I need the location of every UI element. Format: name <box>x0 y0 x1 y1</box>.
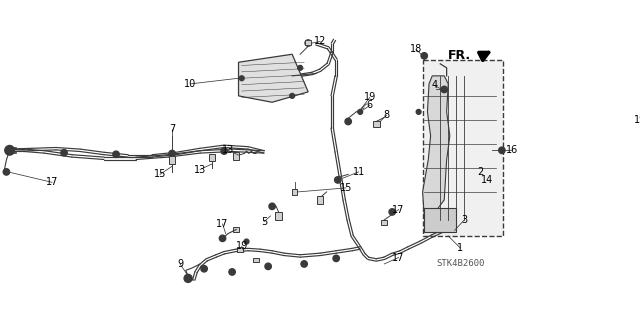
Circle shape <box>301 261 307 267</box>
Text: 6: 6 <box>367 100 373 110</box>
Text: 15: 15 <box>154 169 166 179</box>
Circle shape <box>389 209 396 215</box>
Polygon shape <box>424 208 456 232</box>
Text: 17: 17 <box>216 219 228 229</box>
Bar <box>372 121 380 127</box>
Text: 4: 4 <box>431 80 438 91</box>
Circle shape <box>239 76 244 81</box>
Circle shape <box>5 145 15 155</box>
Bar <box>170 156 175 164</box>
Circle shape <box>305 40 312 46</box>
Bar <box>305 40 312 45</box>
Text: 8: 8 <box>383 110 390 120</box>
Text: 17: 17 <box>392 204 405 214</box>
Text: 3: 3 <box>461 215 467 225</box>
Polygon shape <box>239 54 308 102</box>
Bar <box>292 189 298 195</box>
Circle shape <box>3 169 10 175</box>
Bar <box>234 152 239 160</box>
Circle shape <box>421 53 428 59</box>
Bar <box>233 227 239 232</box>
Text: 9: 9 <box>177 259 183 269</box>
Circle shape <box>358 109 363 114</box>
Bar <box>237 247 243 252</box>
Text: 15: 15 <box>340 183 352 193</box>
Circle shape <box>201 265 207 272</box>
Circle shape <box>416 109 421 114</box>
Bar <box>317 196 323 204</box>
Circle shape <box>221 148 227 154</box>
Text: 17: 17 <box>46 177 58 187</box>
Circle shape <box>61 150 67 156</box>
Circle shape <box>269 203 275 210</box>
Circle shape <box>333 255 339 262</box>
Text: 19: 19 <box>236 241 248 251</box>
Bar <box>209 154 215 161</box>
Text: 10: 10 <box>184 79 196 89</box>
Circle shape <box>441 86 447 93</box>
Bar <box>381 220 387 225</box>
Text: 13: 13 <box>222 145 234 155</box>
Text: 19: 19 <box>634 115 640 125</box>
Circle shape <box>290 93 294 98</box>
Text: STK4B2600: STK4B2600 <box>436 259 484 269</box>
Text: 13: 13 <box>194 165 206 174</box>
Text: 17: 17 <box>392 253 405 263</box>
Circle shape <box>244 239 249 244</box>
Circle shape <box>113 151 119 158</box>
Text: 12: 12 <box>314 36 326 47</box>
Text: FR.: FR. <box>447 49 470 62</box>
Bar <box>422 60 502 236</box>
Text: 2: 2 <box>477 167 483 177</box>
Text: 1: 1 <box>457 243 463 253</box>
Circle shape <box>184 274 192 282</box>
Bar <box>253 257 259 262</box>
Circle shape <box>499 147 505 153</box>
Text: 11: 11 <box>353 167 365 177</box>
Text: 18: 18 <box>410 44 422 55</box>
Polygon shape <box>422 76 450 216</box>
Circle shape <box>229 269 236 275</box>
Circle shape <box>298 65 303 70</box>
Circle shape <box>335 177 341 183</box>
Circle shape <box>169 150 175 157</box>
Text: 7: 7 <box>169 124 175 135</box>
Circle shape <box>345 118 351 125</box>
Text: 19: 19 <box>364 93 376 102</box>
Text: 16: 16 <box>506 145 518 155</box>
Text: 14: 14 <box>481 175 493 185</box>
Bar <box>275 212 282 219</box>
Circle shape <box>265 263 271 270</box>
Circle shape <box>220 235 226 241</box>
Text: 5: 5 <box>261 217 268 226</box>
